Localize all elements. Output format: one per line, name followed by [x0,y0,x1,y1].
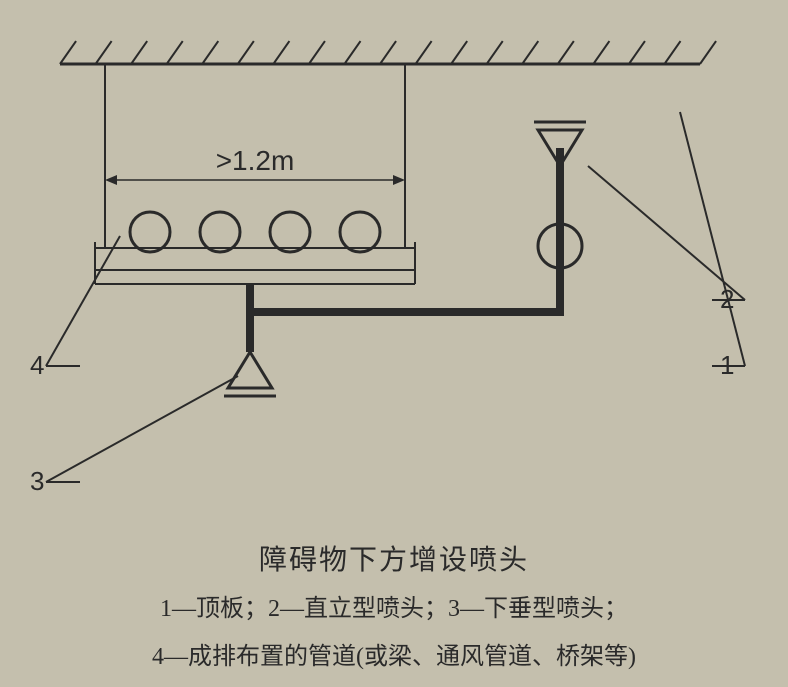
figure-area: >1.2m 1 2 3 4 [0,0,788,687]
svg-text:1: 1 [720,350,734,380]
figure-title: 障碍物下方增设喷头 [0,538,788,578]
legend-line-1: 1—顶板；2—直立型喷头；3—下垂型喷头； [0,588,788,623]
svg-text:3: 3 [30,466,44,496]
svg-text:4: 4 [30,350,44,380]
diagram-svg: >1.2m 1 2 3 4 [0,0,788,520]
svg-text:>1.2m: >1.2m [216,145,295,176]
svg-text:2: 2 [720,284,734,314]
legend-line-2: 4—成排布置的管道(或梁、通风管道、桥架等) [0,636,788,671]
